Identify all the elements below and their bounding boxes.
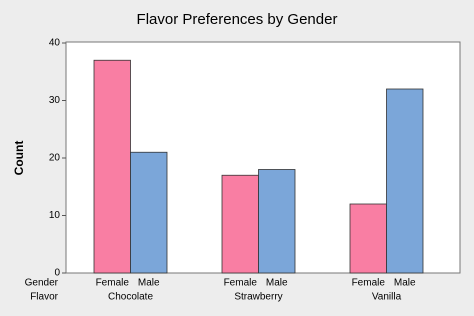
bar xyxy=(258,169,296,274)
group-tick-label: Female xyxy=(352,278,386,289)
y-tick-label: 40 xyxy=(49,38,61,49)
group-row-label: Gender xyxy=(25,278,59,289)
y-tick-label: 30 xyxy=(49,95,61,106)
group-tick-label: Female xyxy=(96,278,130,289)
bar xyxy=(93,59,131,274)
x-tick-label: Vanilla xyxy=(372,292,402,303)
bar xyxy=(386,88,424,274)
y-axis-label: Count xyxy=(12,141,26,176)
group-tick-label: Male xyxy=(266,278,288,289)
bar xyxy=(130,151,168,274)
x-tick-label: Strawberry xyxy=(234,292,282,303)
x-tick-label: Chocolate xyxy=(108,292,153,303)
y-tick-label: 10 xyxy=(49,210,61,221)
bar xyxy=(349,203,387,274)
x-axis-label: Flavor xyxy=(30,292,58,303)
chart-title: Flavor Preferences by Gender xyxy=(137,11,338,28)
group-tick-label: Female xyxy=(224,278,258,289)
group-tick-label: Male xyxy=(394,278,416,289)
y-tick-label: 20 xyxy=(49,153,61,164)
bar xyxy=(221,174,259,274)
y-tick-label: 0 xyxy=(54,268,60,279)
group-tick-label: Male xyxy=(138,278,160,289)
